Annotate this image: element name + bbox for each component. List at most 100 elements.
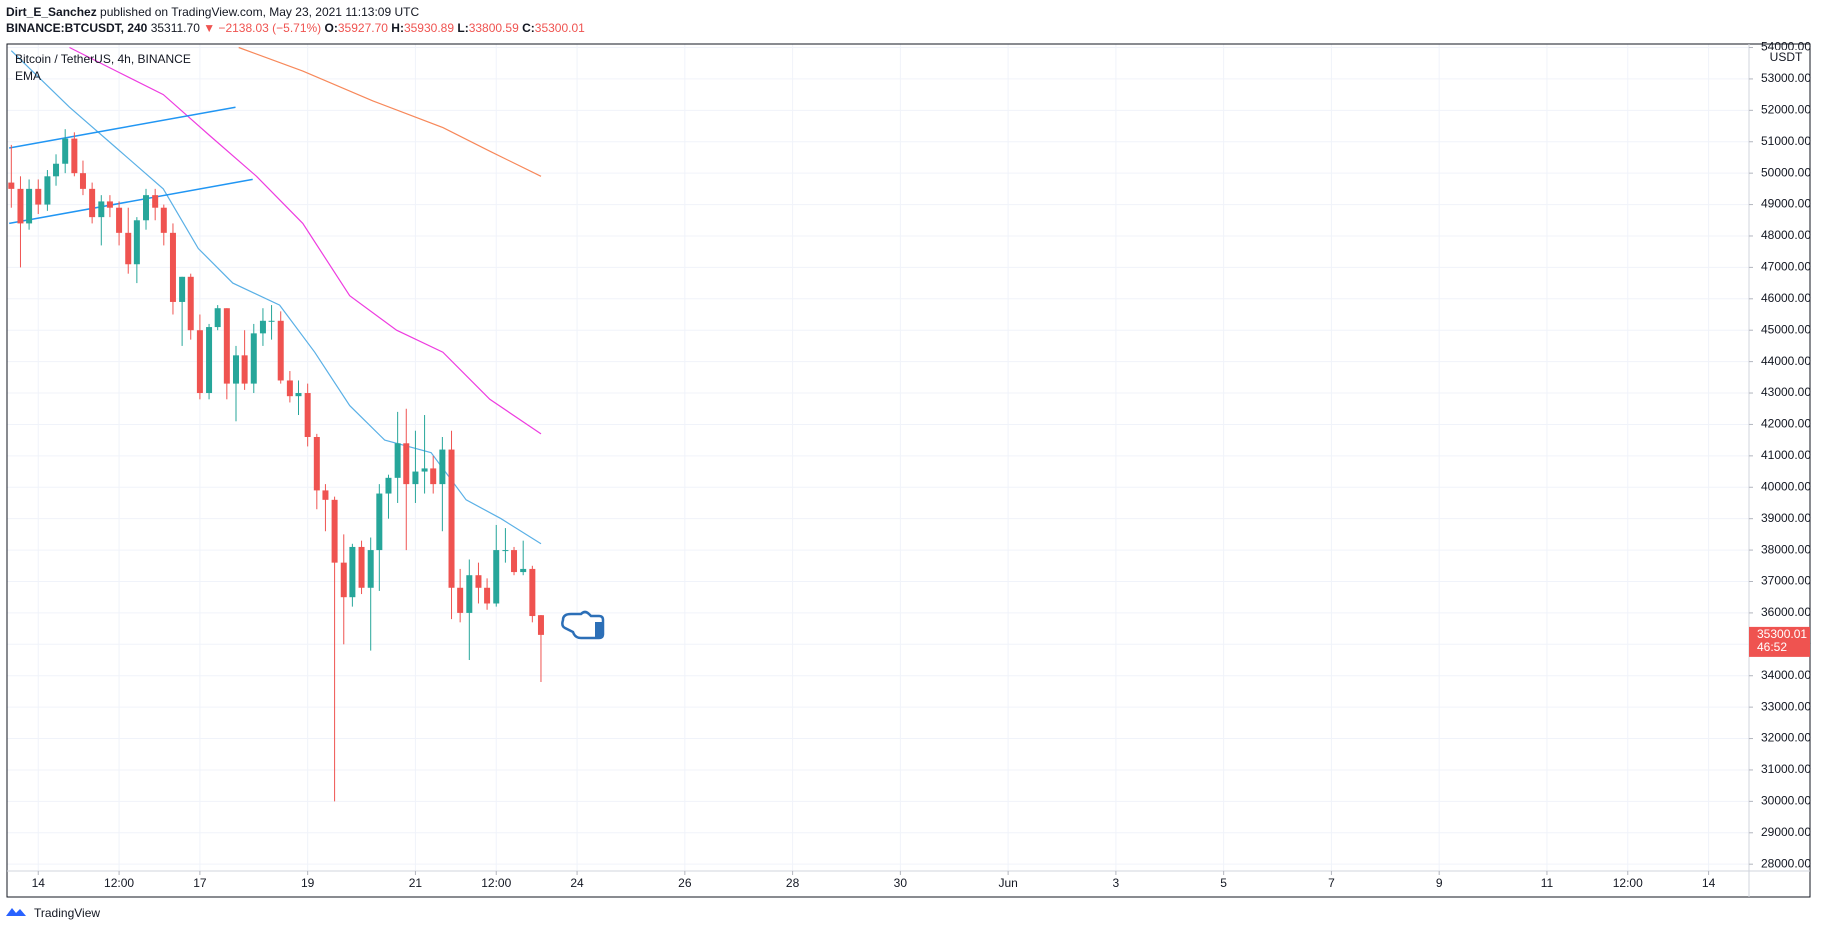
candle-body bbox=[448, 449, 455, 588]
y-tick-label: 52000.00 bbox=[1761, 103, 1811, 117]
candle-body bbox=[537, 615, 544, 635]
candle-body bbox=[232, 355, 239, 384]
currency-box bbox=[1766, 50, 1806, 66]
brand: TradingView bbox=[34, 906, 100, 920]
axes: 28000.00 29000.00 30000.00 31000.00 32000.00… bbox=[32, 40, 1812, 890]
candle-body bbox=[484, 587, 491, 604]
y-tick-label: 40000.00 bbox=[1761, 479, 1811, 493]
y-tick-label: 31000.00 bbox=[1761, 762, 1811, 776]
candle-body bbox=[259, 320, 266, 334]
x-tick-label: 14 bbox=[1702, 876, 1716, 890]
candle-body bbox=[475, 575, 482, 588]
candle-body bbox=[250, 333, 257, 384]
y-tick-label: 50000.00 bbox=[1761, 165, 1811, 179]
x-tick-label: 9 bbox=[1436, 876, 1443, 890]
countdown: 46:52 bbox=[1757, 640, 1787, 654]
marks bbox=[8, 46, 544, 802]
x-tick-label: 7 bbox=[1328, 876, 1335, 890]
candle-body bbox=[349, 546, 356, 598]
y-tick-label: 33000.00 bbox=[1761, 699, 1811, 713]
y-tick-label: 49000.00 bbox=[1761, 197, 1811, 211]
symbol: BINANCE:BTCUSDT, 240 bbox=[6, 21, 148, 35]
x-tick-label: 11 bbox=[1541, 876, 1554, 890]
candle-body bbox=[466, 575, 473, 613]
y-tick-label: 38000.00 bbox=[1761, 542, 1811, 556]
c-value: 35300.01 bbox=[535, 21, 585, 35]
candle-body bbox=[133, 220, 140, 265]
x-tick-label: Jun bbox=[998, 876, 1017, 890]
candle-body bbox=[35, 188, 42, 205]
candle-body bbox=[520, 568, 527, 573]
candle-body bbox=[116, 207, 123, 233]
x-tick-label: 26 bbox=[678, 876, 692, 890]
candle-body bbox=[79, 173, 86, 189]
candle-body bbox=[277, 320, 284, 381]
candle-body bbox=[179, 276, 186, 302]
y-tick-label: 39000.00 bbox=[1761, 511, 1811, 525]
ema-line bbox=[238, 46, 542, 177]
logo bbox=[6, 908, 26, 916]
trend-line bbox=[9, 178, 253, 225]
x-tick-label: 3 bbox=[1113, 876, 1120, 890]
candle-body bbox=[169, 232, 176, 302]
candle-body bbox=[322, 490, 329, 500]
candle-body bbox=[430, 468, 437, 485]
x-tick-label: 21 bbox=[409, 876, 423, 890]
candle-body bbox=[493, 550, 500, 604]
price-tag-label: 35300.01 bbox=[1757, 627, 1807, 641]
o-label: O: bbox=[325, 21, 338, 35]
grid bbox=[7, 44, 1749, 871]
candle-body bbox=[376, 493, 383, 551]
candle-body bbox=[331, 499, 338, 563]
x-tick-label: 5 bbox=[1220, 876, 1227, 890]
h-value: 35930.89 bbox=[404, 21, 454, 35]
pointer-icon bbox=[561, 610, 605, 640]
l-value: 33800.59 bbox=[469, 21, 519, 35]
y-tick-label: 36000.00 bbox=[1761, 605, 1811, 619]
candle-body bbox=[214, 308, 221, 328]
candle-body bbox=[412, 471, 419, 485]
candle-body bbox=[125, 232, 132, 265]
trend-line bbox=[9, 106, 236, 149]
candle-body bbox=[268, 320, 275, 322]
author: Dirt_E_Sanchez bbox=[6, 5, 97, 19]
x-tick-label: 12:00 bbox=[104, 876, 134, 890]
candle-body bbox=[403, 443, 410, 485]
o-value: 35927.70 bbox=[338, 21, 388, 35]
candle-body bbox=[44, 176, 51, 205]
chart-title: Bitcoin / TetherUS, 4h, BINANCE bbox=[15, 52, 191, 66]
candle-body bbox=[62, 138, 69, 164]
publish-line: Dirt_E_Sanchez published on TradingView.… bbox=[6, 5, 419, 19]
y-tick-label: 46000.00 bbox=[1761, 291, 1811, 305]
candle-body bbox=[223, 308, 230, 384]
ema-line bbox=[10, 50, 542, 545]
y-tick-label: 48000.00 bbox=[1761, 228, 1811, 242]
candle-body bbox=[17, 188, 24, 224]
y-tick-label: 30000.00 bbox=[1761, 794, 1811, 808]
x-tick-label: 30 bbox=[894, 876, 908, 890]
y-tick-label: 42000.00 bbox=[1761, 417, 1811, 431]
x-tick-label: 17 bbox=[193, 876, 207, 890]
x-tick-label: 12:00 bbox=[481, 876, 511, 890]
candle-body bbox=[439, 449, 446, 485]
price-tag bbox=[1749, 626, 1810, 657]
candle-body bbox=[89, 188, 96, 218]
candle-body bbox=[295, 393, 302, 397]
candle-body bbox=[106, 201, 113, 208]
candle-body bbox=[367, 550, 374, 588]
c-label: C: bbox=[522, 21, 535, 35]
l-label: L: bbox=[457, 21, 468, 35]
candle-body bbox=[98, 201, 105, 218]
y-tick-label: 29000.00 bbox=[1761, 825, 1811, 839]
x-tick-label: 19 bbox=[301, 876, 315, 890]
candle-body bbox=[152, 195, 159, 208]
candle-body bbox=[26, 188, 33, 224]
y-tick-label: 28000.00 bbox=[1761, 856, 1811, 870]
symbol-line: BINANCE:BTCUSDT, 240 35311.70 ▼ −2138.03… bbox=[6, 21, 585, 35]
y-tick-label: 32000.00 bbox=[1761, 731, 1811, 745]
y-tick-label: 37000.00 bbox=[1761, 574, 1811, 588]
candle-body bbox=[529, 568, 536, 617]
candle-body bbox=[340, 562, 347, 598]
candle-body bbox=[206, 327, 213, 394]
